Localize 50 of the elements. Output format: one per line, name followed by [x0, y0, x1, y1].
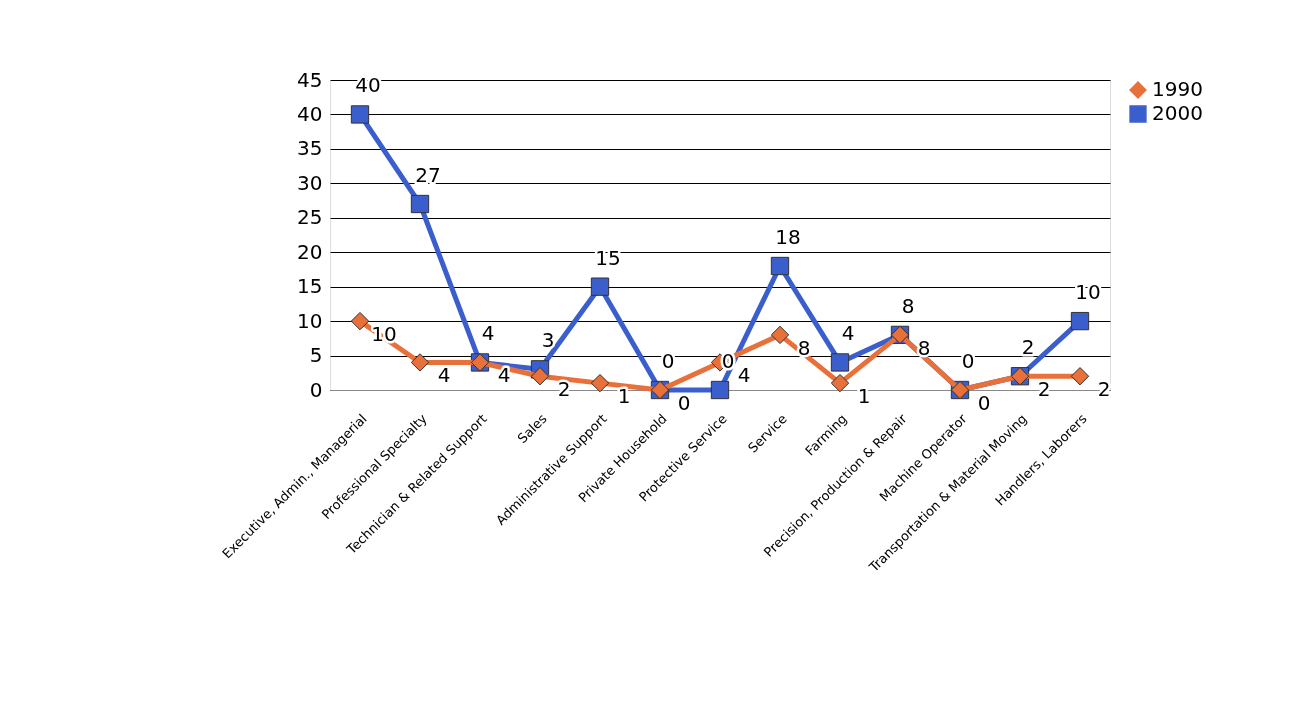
data-label: 0: [977, 391, 991, 415]
data-label: 0: [961, 349, 975, 373]
data-label: 4: [841, 321, 855, 346]
data-label: 40: [355, 73, 381, 98]
point: [770, 325, 790, 345]
y-tick-label: 0: [309, 377, 323, 402]
data-label: 27: [415, 163, 441, 187]
y-tick-label: 25: [297, 205, 323, 230]
data-label: 1: [857, 384, 871, 409]
data-label: 1: [617, 384, 631, 409]
data-label: 8: [917, 335, 931, 360]
data-label: 15: [595, 245, 621, 270]
data-label: 2: [1021, 335, 1035, 360]
data-label: 4: [737, 363, 751, 388]
y-tick-label: 20: [297, 239, 323, 264]
data-label: 2: [1037, 377, 1051, 402]
point: [710, 380, 730, 400]
data-label: 4: [437, 363, 451, 388]
data-label: 2: [1097, 377, 1111, 402]
data-label: 0: [661, 349, 675, 373]
data-label: 10: [1075, 280, 1101, 305]
data-label: 4: [497, 363, 511, 388]
y-tick-label: 5: [309, 343, 323, 368]
point: [830, 353, 850, 372]
legend-label: 2000: [1152, 101, 1203, 125]
point: [410, 353, 430, 372]
data-label: 0: [677, 391, 691, 415]
data-label: 4: [481, 321, 495, 346]
point: [1070, 311, 1090, 331]
data-label: 18: [775, 225, 801, 249]
point: [530, 367, 550, 386]
data-label: 3: [541, 328, 555, 353]
data-label: 0: [721, 349, 735, 373]
data-label: 8: [901, 293, 915, 318]
point: [410, 194, 430, 214]
point: [350, 311, 370, 331]
legend-label: 1990: [1152, 77, 1203, 101]
point: [590, 373, 610, 393]
y-tick-label: 35: [297, 136, 323, 161]
y-tick-label: 15: [297, 274, 323, 299]
y-tick-label: 40: [297, 101, 323, 126]
y-tick-label: 30: [297, 170, 323, 195]
y-tick-label: 45: [297, 67, 323, 92]
data-label: 2: [557, 377, 571, 402]
point: [1070, 367, 1090, 386]
point: [830, 373, 850, 393]
point: [590, 277, 610, 296]
y-tick-label: 10: [297, 308, 323, 333]
point: [770, 256, 790, 276]
point: [350, 105, 370, 124]
